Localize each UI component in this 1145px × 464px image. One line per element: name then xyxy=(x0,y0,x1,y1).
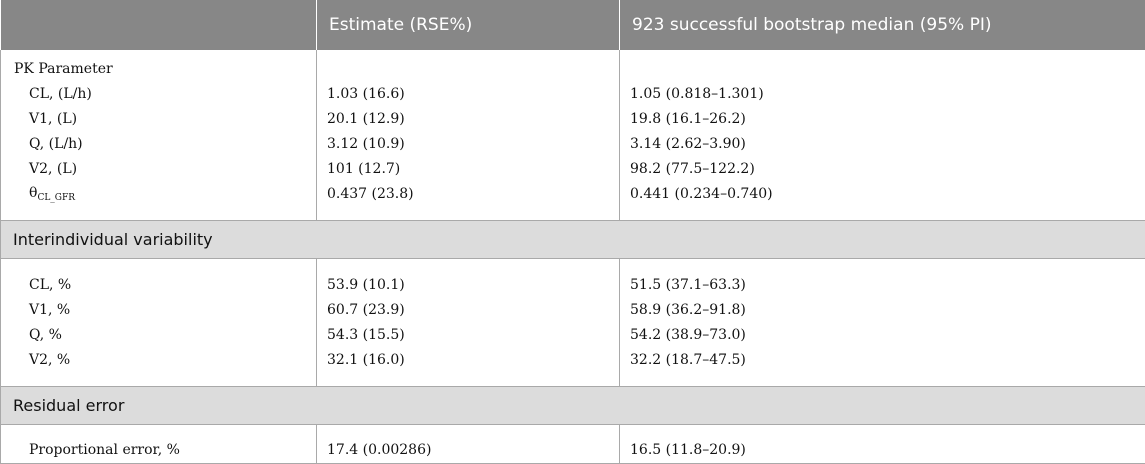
bootstrap-cell: 58.9 (36.2–91.8) xyxy=(620,297,1145,322)
param-cell: CL, (L/h) xyxy=(1,81,317,106)
table-row: Q, % 54.3 (15.5) 54.2 (38.9–73.0) xyxy=(1,322,1145,347)
bootstrap-cell: 3.14 (2.62–3.90) xyxy=(620,131,1145,156)
pk-section-title-row: PK Parameter xyxy=(1,56,1145,81)
table-row: Q, (L/h) 3.12 (10.9) 3.14 (2.62–3.90) xyxy=(1,131,1145,156)
bootstrap-cell: 98.2 (77.5–122.2) xyxy=(620,156,1145,181)
table-row: V2, % 32.1 (16.0) 32.2 (18.7–47.5) xyxy=(1,347,1145,372)
estimate-cell: 54.3 (15.5) xyxy=(317,322,620,347)
bootstrap-cell: 19.8 (16.1–26.2) xyxy=(620,106,1145,131)
table-row: CL, % 53.9 (10.1) 51.5 (37.1–63.3) xyxy=(1,272,1145,297)
param-cell: CL, % xyxy=(1,272,317,297)
table-row: CL, (L/h) 1.03 (16.6) 1.05 (0.818–1.301) xyxy=(1,81,1145,106)
param-cell: V1, % xyxy=(1,297,317,322)
spacer-row xyxy=(1,372,1145,386)
estimate-cell: 32.1 (16.0) xyxy=(317,347,620,372)
residual-section-header: Residual error xyxy=(1,386,1145,424)
bootstrap-cell: 51.5 (37.1–63.3) xyxy=(620,272,1145,297)
spacer-row xyxy=(1,258,1145,272)
residual-section-title: Residual error xyxy=(1,386,1145,424)
param-cell: θCL_GFR xyxy=(1,181,317,206)
bootstrap-cell: 54.2 (38.9–73.0) xyxy=(620,322,1145,347)
header-row: Estimate (RSE%) 923 successful bootstrap… xyxy=(1,0,1145,50)
param-cell: V2, % xyxy=(1,347,317,372)
estimate-cell: 3.12 (10.9) xyxy=(317,131,620,156)
table-row: V1, (L) 20.1 (12.9) 19.8 (16.1–26.2) xyxy=(1,106,1145,131)
estimate-cell: 60.7 (23.9) xyxy=(317,297,620,322)
param-cell: Q, (L/h) xyxy=(1,131,317,156)
param-cell: V1, (L) xyxy=(1,106,317,131)
spacer-row xyxy=(1,424,1145,438)
pk-section-title: PK Parameter xyxy=(1,56,317,81)
estimate-cell: 53.9 (10.1) xyxy=(317,272,620,297)
estimate-cell: 0.437 (23.8) xyxy=(317,181,620,206)
estimate-cell: 1.03 (16.6) xyxy=(317,81,620,106)
header-estimate: Estimate (RSE%) xyxy=(317,0,620,50)
iiv-section-title: Interindividual variability xyxy=(1,220,1145,258)
bootstrap-cell: 1.05 (0.818–1.301) xyxy=(620,81,1145,106)
spacer-row xyxy=(1,206,1145,220)
param-cell: Q, % xyxy=(1,322,317,347)
estimate-cell: 101 (12.7) xyxy=(317,156,620,181)
iiv-section-header: Interindividual variability xyxy=(1,220,1145,258)
header-bootstrap: 923 successful bootstrap median (95% PI) xyxy=(620,0,1145,50)
estimate-cell: 20.1 (12.9) xyxy=(317,106,620,131)
header-parameter xyxy=(1,0,317,50)
bootstrap-cell: 32.2 (18.7–47.5) xyxy=(620,347,1145,372)
table-row: V2, (L) 101 (12.7) 98.2 (77.5–122.2) xyxy=(1,156,1145,181)
bootstrap-cell: 0.441 (0.234–0.740) xyxy=(620,181,1145,206)
table-row: V1, % 60.7 (23.9) 58.9 (36.2–91.8) xyxy=(1,297,1145,322)
param-cell: V2, (L) xyxy=(1,156,317,181)
table-row: θCL_GFR 0.437 (23.8) 0.441 (0.234–0.740) xyxy=(1,181,1145,206)
theta-subscript: CL_GFR xyxy=(37,193,75,203)
